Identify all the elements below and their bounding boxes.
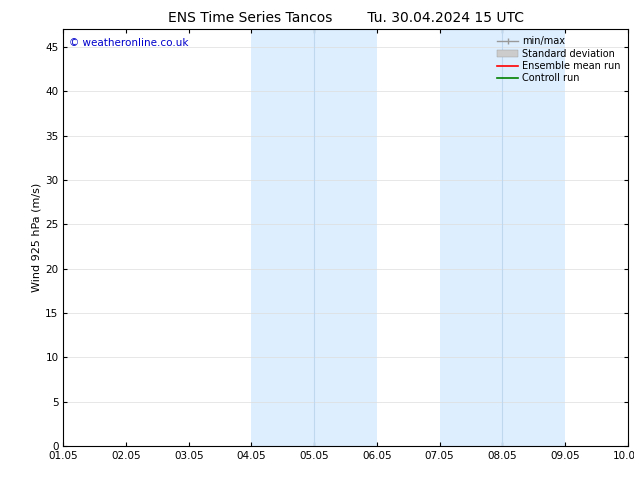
- Y-axis label: Wind 925 hPa (m/s): Wind 925 hPa (m/s): [31, 183, 41, 292]
- Text: © weatheronline.co.uk: © weatheronline.co.uk: [69, 38, 188, 48]
- Bar: [252, 29, 377, 446]
- Bar: [439, 29, 565, 446]
- Title: ENS Time Series Tancos        Tu. 30.04.2024 15 UTC: ENS Time Series Tancos Tu. 30.04.2024 15…: [167, 11, 524, 25]
- Legend: min/max, Standard deviation, Ensemble mean run, Controll run: min/max, Standard deviation, Ensemble me…: [495, 34, 623, 85]
